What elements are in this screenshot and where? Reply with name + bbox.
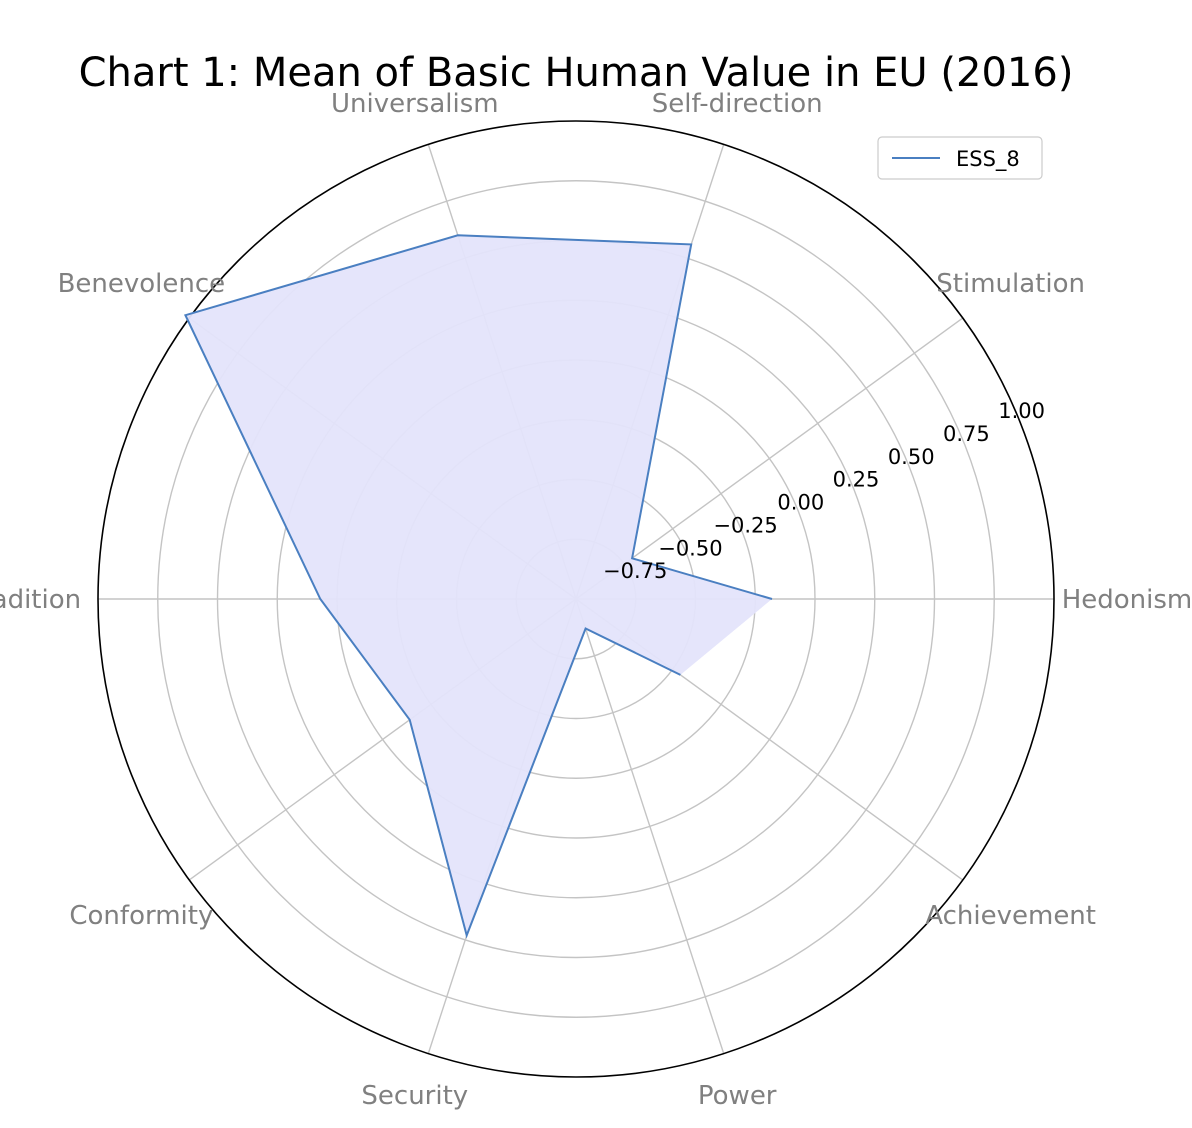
category-label-achievement: Achievement [925,901,1096,931]
category-label-universalism: Universalism [331,89,499,119]
category-label-power: Power [698,1081,777,1111]
legend-box [877,136,1043,180]
category-label-self-direction: Self-direction [652,89,823,119]
grid-spoke [575,598,725,1054]
legend: ESS_8 [877,136,1043,180]
category-label-benevolence: Benevolence [58,269,226,299]
category-label-security: Security [361,1081,468,1111]
series-fill-ess-8 [185,235,772,936]
r-tick-label: 0.25 [833,468,880,492]
r-tick-label: 1.00 [998,399,1045,423]
legend-label-ess-8: ESS_8 [956,147,1020,172]
category-label-hedonism: Hedonism [1062,585,1192,615]
r-tick-label: 0.75 [943,422,990,446]
chart-title: Chart 1: Mean of Basic Human Value in EU… [79,50,1074,96]
category-label-stimulation: Stimulation [936,269,1085,299]
r-tick-label: −0.75 [603,559,667,583]
series-line-ess-8 [183,234,773,939]
category-labels: Hedonism Stimulation Self-direction Univers… [0,89,1192,1111]
category-label-conformity: Conformity [69,901,213,931]
category-label-tradition: Tradition [0,585,81,615]
radial-tick-labels: −0.75−0.50−0.250.00 0.25 0.50 0.75 1.00 [603,399,1045,583]
r-tick-label: 0.50 [888,445,935,469]
r-tick-label: −0.50 [658,536,722,560]
grid-spoke [575,317,964,600]
series-area [183,234,773,939]
r-tick-label: −0.25 [713,513,777,537]
r-tick-label: 0.00 [777,491,824,515]
polar-frame [97,120,1055,1078]
